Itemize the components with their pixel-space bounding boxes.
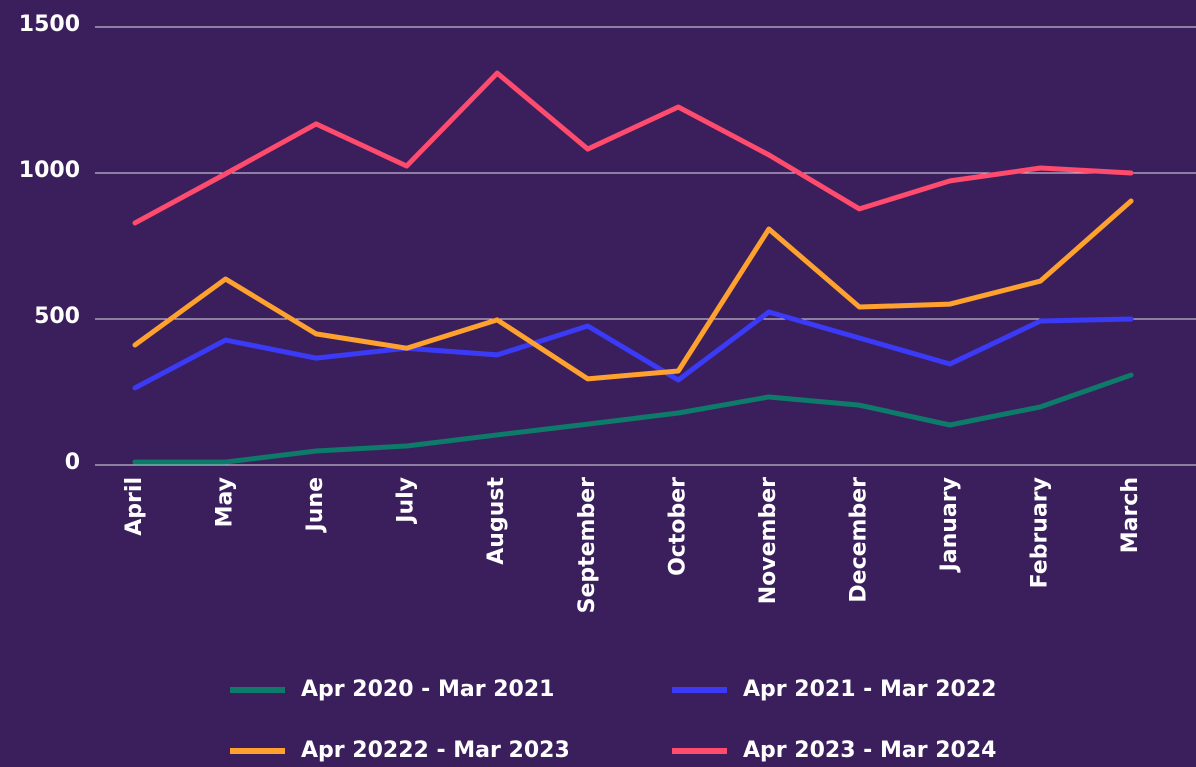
x-tick-label: January	[937, 477, 962, 573]
x-tick-label: August	[484, 477, 509, 565]
x-tick-label: September	[575, 477, 600, 614]
legend-label: Apr 2021 - Mar 2022	[743, 677, 996, 702]
x-tick-label: December	[846, 477, 871, 603]
y-tick-label: 0	[65, 450, 80, 475]
line-series	[132, 70, 1134, 226]
line-series	[132, 372, 1134, 465]
x-tick-label: May	[213, 477, 238, 527]
line-series	[132, 309, 1134, 391]
x-tick-label: April	[122, 477, 147, 536]
x-tick-label: July	[394, 477, 419, 525]
y-tick-label: 1500	[19, 12, 80, 37]
legend-label: Apr 2023 - Mar 2024	[743, 738, 996, 763]
legend-label: Apr 2020 - Mar 2021	[301, 677, 554, 702]
y-tick-label: 1000	[19, 158, 80, 183]
x-tick-label: February	[1028, 477, 1053, 588]
line-series	[132, 198, 1134, 382]
x-tick-label: November	[756, 477, 781, 604]
x-tick-label: June	[303, 477, 328, 533]
legend-label: Apr 20222 - Mar 2023	[301, 738, 570, 763]
x-tick-label: October	[665, 477, 690, 576]
x-tick-label: March	[1118, 477, 1143, 553]
y-tick-label: 500	[34, 304, 80, 329]
